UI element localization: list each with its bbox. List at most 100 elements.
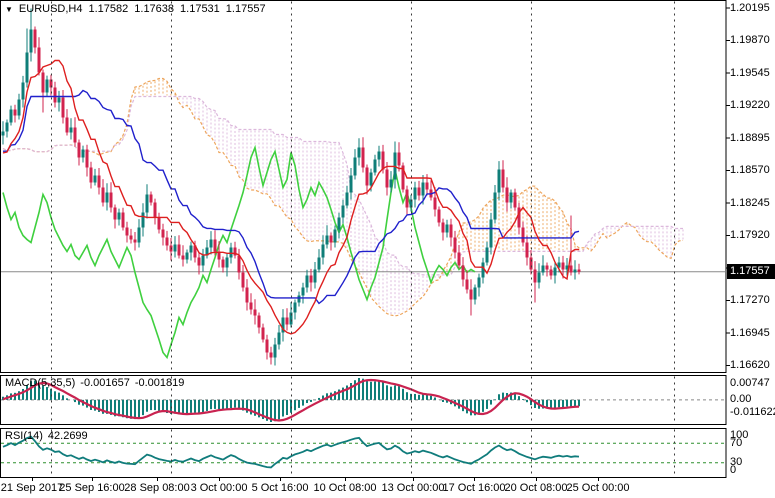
bull-candle-body (305, 275, 309, 288)
bull-candle-body (117, 212, 121, 220)
current-price-text: 1.17557 (730, 265, 770, 277)
rsi-line (2, 435, 580, 469)
price-axis-label: 1.20195 (730, 2, 770, 14)
bear-candle-body (149, 194, 153, 203)
bear-candle-body (549, 269, 553, 276)
time-axis-label: 20 Oct 08:00 (504, 482, 568, 494)
rsi-frame (0, 428, 727, 478)
bear-candle-body (73, 127, 77, 143)
bull-candle-body (509, 192, 513, 203)
rsi-label: RSI(14) (5, 430, 43, 442)
bear-candle-body (181, 255, 185, 260)
time-axis-label: 28 Sep 08:00 (124, 482, 190, 494)
bull-candle-body (185, 252, 189, 260)
bull-candle-body (489, 219, 493, 248)
price-axis-label: 1.16620 (730, 359, 770, 371)
macd-axis-min: -0.011622 (730, 406, 775, 418)
bull-candle-body (377, 151, 381, 160)
bull-candle-body (337, 217, 341, 230)
bull-candle-body (409, 199, 413, 208)
bear-candle-body (193, 245, 197, 258)
bear-candle-body (237, 255, 241, 273)
bull-candle-body (281, 317, 285, 333)
bear-candle-body (381, 151, 385, 170)
macd-label: MACD(5,35,5) (5, 377, 76, 389)
bear-candle-body (577, 269, 581, 272)
bull-candle-body (325, 235, 329, 245)
bull-candle-body (277, 332, 281, 345)
bull-candle-body (145, 194, 149, 213)
bull-candle-body (369, 172, 373, 186)
bear-candle-body (405, 189, 409, 208)
price-axis-label: 1.18245 (730, 197, 770, 209)
bear-candle-body (461, 265, 465, 280)
bull-candle-body (497, 169, 501, 193)
bear-candle-body (253, 309, 257, 316)
bear-candle-body (113, 207, 117, 220)
bear-candle-body (89, 167, 93, 183)
bull-candle-body (485, 247, 489, 263)
bull-candle-body (389, 179, 393, 188)
bear-candle-body (269, 352, 273, 358)
bear-candle-body (469, 289, 473, 300)
price-axis-label: 1.17920 (730, 229, 770, 241)
bull-candle-body (209, 239, 213, 248)
bear-candle-body (449, 224, 453, 238)
tenkan-sen (2, 59, 579, 335)
bull-candle-body (345, 192, 349, 206)
frame-layer (0, 0, 730, 481)
bear-candle-body (529, 257, 533, 270)
bear-candle-body (233, 247, 237, 256)
bear-candle-body (569, 265, 573, 273)
bull-candle-body (493, 192, 497, 220)
bear-candle-body (545, 265, 549, 270)
ohlc-low: 1.17531 (180, 3, 220, 15)
chart-title: ▼ EURUSD,H4 1.17582 1.17638 1.17531 1.17… (5, 3, 266, 15)
bull-candle-body (553, 267, 557, 276)
bull-candle-body (21, 82, 25, 100)
bull-candle-body (349, 175, 353, 193)
bull-candle-body (317, 257, 321, 270)
bear-candle-body (85, 149, 89, 168)
bull-candle-body (477, 277, 481, 288)
bear-candle-body (217, 251, 221, 260)
bull-candle-body (565, 265, 569, 270)
bull-candle-body (357, 147, 361, 158)
bull-candle-body (141, 212, 145, 228)
current-price-tag: 1.17557 (727, 264, 775, 279)
bull-candle-body (205, 247, 209, 256)
bull-candle-body (333, 229, 337, 243)
bull-candle-body (5, 122, 9, 132)
bear-candle-body (129, 235, 133, 240)
bull-candle-body (373, 159, 377, 173)
bear-candle-body (109, 192, 113, 208)
bull-candle-body (297, 295, 301, 303)
senkou-span-a (2, 77, 684, 317)
time-axis-label: 13 Oct 00:00 (381, 482, 445, 494)
bear-candle-body (121, 212, 125, 228)
bear-candle-body (417, 187, 421, 196)
bull-candle-body (173, 244, 177, 252)
senkou-span-b (2, 95, 683, 276)
bear-candle-body (329, 235, 333, 243)
bear-candle-body (397, 152, 401, 166)
time-axis-label: 21 Sep 2017 (0, 482, 64, 494)
bull-candle-body (293, 302, 297, 313)
bull-candle-body (301, 287, 305, 296)
bear-candle-body (41, 72, 45, 93)
bear-candle-body (49, 79, 53, 88)
bull-candle-body (45, 79, 49, 93)
ichimoku-cloud (2, 77, 684, 317)
bear-candle-body (425, 182, 429, 190)
bull-candle-body (105, 192, 109, 203)
chevron-down-icon[interactable]: ▼ (5, 4, 13, 14)
bear-candle-body (197, 257, 201, 266)
bull-candle-body (25, 52, 29, 83)
price-axis-label: 1.19220 (730, 99, 770, 111)
macd-value-signal: -0.001819 (134, 377, 185, 389)
bull-candle-body (313, 269, 317, 283)
bull-candle-body (225, 257, 229, 268)
bear-candle-body (517, 207, 521, 228)
macd-signal-line (2, 378, 580, 422)
